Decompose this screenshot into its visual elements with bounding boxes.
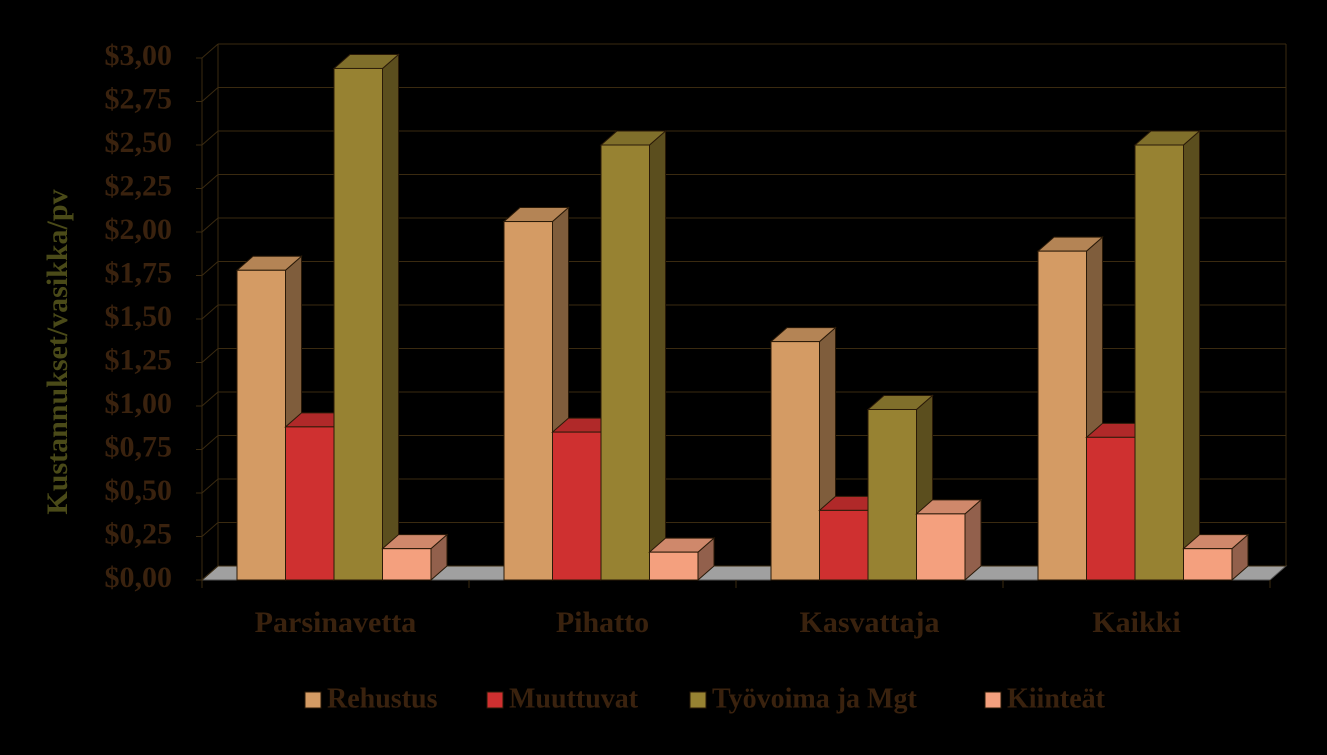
y-tick-label: $1,50 <box>105 300 173 333</box>
bar <box>552 431 602 581</box>
grid-line-side <box>201 217 219 233</box>
bar <box>819 509 869 581</box>
y-tick-label: $1,75 <box>105 256 173 289</box>
bar <box>236 269 286 581</box>
bar <box>1134 144 1184 581</box>
bar <box>649 551 699 581</box>
bar <box>503 221 553 581</box>
grid-line-side <box>201 130 219 146</box>
grid-line-side <box>201 304 219 320</box>
bar <box>1183 548 1233 581</box>
y-tick-label: $3,00 <box>105 39 173 72</box>
legend-swatch <box>304 691 322 709</box>
grid-line-side <box>201 435 219 450</box>
bar <box>867 408 917 581</box>
bar <box>1037 250 1087 581</box>
bar-side <box>1183 129 1200 582</box>
x-tick-label: Kaikki <box>1092 606 1180 639</box>
y-tick-label: $1,00 <box>105 387 173 420</box>
legend-label: Rehustus <box>327 683 438 714</box>
bar <box>1086 436 1136 581</box>
bar <box>600 144 650 581</box>
grid-line-side <box>201 261 219 276</box>
bar-side <box>649 129 666 582</box>
y-tick-label: $2,75 <box>105 82 173 115</box>
y-tick-label: $2,50 <box>105 126 173 159</box>
y-tick-label: $0,00 <box>105 561 173 594</box>
y-tick-label: $2,00 <box>105 213 173 246</box>
legend-label: Työvoima ja Mgt <box>712 683 917 714</box>
bar <box>333 67 383 581</box>
bar-side <box>382 53 399 582</box>
bar <box>285 426 335 581</box>
grid-line-side <box>201 565 219 581</box>
y-tick-label: $0,50 <box>105 474 173 507</box>
y-axis-label: Kustannukset/vasikka/pv <box>41 189 74 514</box>
y-tick-label: $0,25 <box>105 517 173 550</box>
legend-label: Muuttuvat <box>509 683 639 714</box>
grid-line-side <box>201 87 219 102</box>
x-tick-label: Parsinavetta <box>255 606 417 639</box>
y-tick-label: $0,75 <box>105 430 173 463</box>
grid-line-side <box>201 43 219 59</box>
x-tick-label: Pihatto <box>556 606 649 639</box>
grid-line-side <box>201 478 219 494</box>
x-tick-label: Kasvattaja <box>800 606 940 639</box>
grid-line-side <box>201 348 219 363</box>
bar <box>916 513 966 581</box>
y-tick-label: $2,25 <box>105 169 173 202</box>
grid-line-side <box>201 174 219 189</box>
legend-swatch <box>984 691 1002 709</box>
grid-line-side <box>201 522 219 537</box>
legend-swatch <box>486 691 504 709</box>
legend-swatch <box>689 691 707 709</box>
bar <box>770 341 820 581</box>
bar <box>382 548 432 581</box>
grid-line-side <box>201 391 219 407</box>
y-tick-label: $1,25 <box>105 343 173 376</box>
legend-label: Kiinteät <box>1007 683 1106 714</box>
